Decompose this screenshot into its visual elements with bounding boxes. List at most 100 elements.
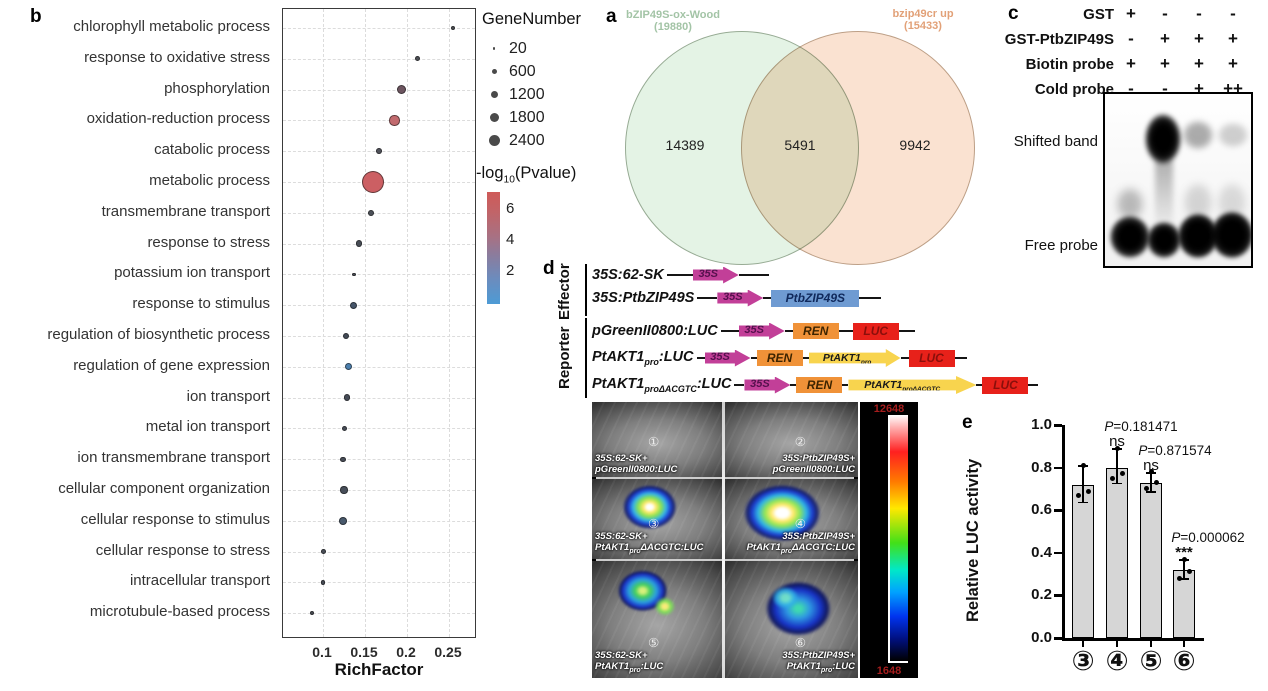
bar-⑤ (1140, 482, 1162, 638)
y-axis-tick (1054, 509, 1062, 512)
emsa-condition-row: GST + - - - (1000, 4, 1262, 28)
leaf-section-6: ⑥ 35S:PtbZIP49S+ PtAKT1pro:LUC (725, 561, 858, 678)
p-value-annotation: P=0.871574 (1138, 442, 1212, 458)
circled-number: ⑤ (648, 636, 660, 650)
category-label: ion transmembrane transport (77, 449, 270, 467)
plus-minus-sign: + (1194, 54, 1204, 73)
bar-③ (1072, 484, 1094, 638)
promoter-arrow-label: PtAKT1pro (822, 351, 872, 366)
data-point (349, 301, 357, 309)
plus-minus-sign: - (1162, 4, 1168, 23)
leaf-label-line1: 35S:62-SK+ (595, 531, 648, 543)
legend-dot-wrap (486, 69, 502, 74)
leaf-label-line1: 35S:PtbZIP49S+ (782, 650, 855, 662)
promoter-arrow-label: PtAKT1proΔACGTC (864, 378, 941, 393)
legend-size-dot (492, 47, 496, 50)
promoter-arrow: PtAKT1pro (808, 349, 901, 367)
category-label: response to oxidative stress (84, 48, 270, 66)
construct-name: 35S:62-SK (592, 267, 664, 283)
legend-dot-wrap (486, 135, 502, 146)
connector-line (802, 357, 809, 359)
y-tick-label: 0.2 (1031, 586, 1052, 604)
connector-line (697, 297, 718, 299)
legend-size-entry: 2400 (486, 132, 545, 149)
luminescence-blob (614, 567, 696, 635)
panel-letter-e: e (962, 412, 973, 433)
gridline-vertical (449, 9, 450, 637)
category-label: metabolic process (149, 172, 270, 189)
free-probe-band-lane4 (1211, 212, 1251, 258)
emsa-signs: + + + + (1114, 54, 1250, 74)
effector-divider-line (585, 264, 587, 316)
leaf-section-3: ③ 35S:62-SK+ PtAKT1proΔACGTC:LUC (592, 479, 723, 559)
y-axis-label: Relative LUC activity (964, 458, 982, 622)
error-cap-bottom (1179, 578, 1189, 581)
luminescence-blob (618, 481, 684, 539)
legend-genenumber-entries: 20 600 1200 1800 2400 (486, 40, 545, 149)
connector-line (1028, 384, 1039, 386)
venn-right-set-name: bzip49cr up (892, 8, 954, 20)
category-label: regulation of biosynthetic process (47, 326, 270, 343)
gridline-vertical (323, 9, 324, 637)
y-tick-label: 0.8 (1031, 458, 1052, 476)
venn-left-set-label: bZIP49S-ox-Wood (19880) (613, 9, 733, 33)
construct-name: PtAKT1proΔACGTC:LUC (592, 376, 732, 394)
gridline-horizontal (283, 89, 475, 91)
go-category-labels: chlorophyll metabolic process response to… (0, 0, 276, 691)
legend-size-label: 600 (509, 62, 536, 80)
plus-minus-sign: + (1126, 54, 1136, 73)
legend-size-dot (489, 113, 499, 122)
data-point (367, 209, 374, 216)
replicate-dot (1187, 569, 1192, 575)
connector-line (900, 357, 909, 359)
legend-size-label: 1200 (509, 85, 545, 103)
emsa-condition-row: GST-PtbZIP49S - + + + (1000, 29, 1262, 53)
legend-size-entry: 1200 (486, 86, 545, 103)
35s-promoter-label: 35S (710, 351, 730, 363)
error-cap-bottom (1146, 491, 1156, 493)
x-axis-tick (1150, 641, 1152, 647)
emsa-blot-image (1103, 92, 1253, 268)
category-label: metal ion transport (145, 418, 270, 436)
leaf-separator-1 (596, 477, 854, 479)
luc-gene-box: LUC (852, 322, 899, 340)
gridline-horizontal (283, 336, 475, 337)
replicate-dot (1154, 480, 1159, 485)
plus-minus-sign: - (1230, 4, 1236, 23)
gridline-horizontal (283, 397, 475, 399)
legend-size-dot (488, 135, 500, 146)
go-dotplot-area (282, 8, 476, 638)
connector-line (954, 357, 967, 359)
colorbar-tick-label: 4 (506, 231, 515, 248)
error-cap-bottom (1078, 501, 1088, 504)
35s-promoter-label: 35S (698, 268, 719, 280)
leaf-section-label: 35S:PtbZIP49S+ PtAKT1proΔACGTC:LUC (747, 531, 855, 557)
emsa-condition-row: Biotin probe + + + + (1000, 54, 1262, 78)
construct-row-4: PtAKT1pro:LUC 35S REN PtAKT1pro LUC (592, 348, 967, 368)
luc-gene-box: LUC (908, 349, 955, 367)
venn-left-set-name: bZIP49S-ox-Wood (626, 9, 720, 21)
data-point (376, 148, 383, 155)
leaf-section-5: ⑤ 35S:62-SK+ PtAKT1pro:LUC (592, 561, 723, 678)
error-bar (1183, 559, 1185, 579)
connector-line (696, 357, 705, 359)
data-point (342, 332, 349, 340)
x-tick-label: 0.2 (396, 644, 416, 660)
leaf-section-label: 35S:62-SK+ PtAKT1pro:LUC (595, 650, 663, 676)
connector-line (734, 384, 745, 386)
plus-minus-sign: + (1126, 4, 1136, 23)
data-point (310, 611, 315, 616)
lane4-lower-smear (1217, 182, 1247, 222)
effector-gene-box: PtbZIP49S (771, 289, 860, 307)
plus-minus-sign: + (1228, 54, 1238, 73)
y-tick-label: 0.0 (1031, 629, 1052, 646)
category-label: phosphorylation (164, 79, 270, 97)
data-point (415, 56, 421, 62)
category-label: transmembrane transport (101, 202, 270, 220)
plus-minus-sign: + (1194, 79, 1204, 98)
y-axis-tick (1054, 551, 1062, 555)
go-x-axis-label: RichFactor (334, 660, 424, 679)
data-point (352, 272, 356, 277)
scale-max-value: 12648 (873, 403, 905, 415)
x-tick-label: 0.1 (312, 644, 332, 660)
